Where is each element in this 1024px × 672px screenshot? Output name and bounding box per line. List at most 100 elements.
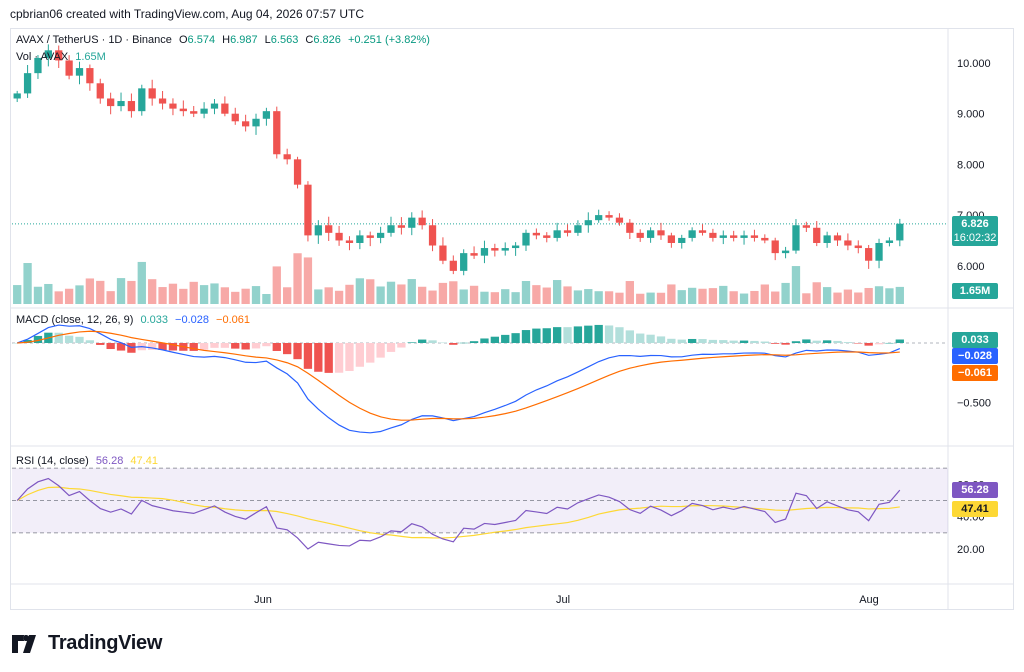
volume-bar bbox=[241, 288, 250, 304]
macd-hist-bar bbox=[418, 339, 427, 343]
tradingview-logo[interactable]: TradingView bbox=[12, 632, 162, 655]
macd-hist-bar bbox=[449, 343, 458, 345]
macd-hist-bar bbox=[345, 343, 354, 372]
candle-body bbox=[418, 217, 426, 226]
candle-body bbox=[595, 215, 603, 221]
candle-body bbox=[563, 230, 572, 233]
macd-hist-bar bbox=[771, 343, 780, 344]
candle-body bbox=[802, 225, 810, 228]
macd-hist-bar bbox=[303, 343, 313, 369]
macd-hist-bar bbox=[636, 333, 645, 343]
macd-hist-bar bbox=[812, 340, 821, 343]
candle-body bbox=[885, 240, 894, 243]
rsi-panel bbox=[12, 467, 948, 550]
volume-bar bbox=[262, 293, 271, 304]
price-tick-label: 10.000 bbox=[957, 58, 991, 70]
candle-body bbox=[293, 159, 302, 185]
volume-bar bbox=[532, 285, 541, 304]
candle-body bbox=[169, 103, 177, 109]
candle-body bbox=[34, 57, 42, 74]
macd-hist-bar bbox=[272, 343, 281, 351]
macd-hist-bar bbox=[158, 343, 167, 351]
macd-hist-bar bbox=[314, 343, 323, 372]
volume-bar bbox=[750, 290, 759, 304]
candle-body bbox=[366, 235, 374, 238]
macd-hist-bar bbox=[376, 343, 385, 358]
volume-bar bbox=[220, 287, 230, 304]
macd-hist-bar bbox=[251, 343, 261, 349]
macd-hist-bar bbox=[231, 343, 240, 349]
candle-body bbox=[761, 237, 769, 241]
chart-frame[interactable] bbox=[10, 28, 1014, 610]
volume-bar bbox=[397, 284, 406, 304]
candle-body bbox=[584, 220, 592, 226]
tradingview-logo-icon bbox=[12, 634, 36, 653]
volume-bar bbox=[283, 287, 292, 304]
volume-bar bbox=[13, 285, 22, 304]
candle-body bbox=[449, 260, 457, 271]
macd-hist-bar bbox=[511, 333, 520, 343]
candle-body bbox=[865, 248, 873, 261]
macd-line bbox=[16, 324, 901, 434]
rsi-tick-label: 20.00 bbox=[957, 544, 985, 556]
symbol-name: AVAX / TetherUS · 1D · Binance bbox=[16, 34, 172, 46]
macd-hist-bar bbox=[386, 343, 396, 352]
candle-body bbox=[615, 217, 624, 223]
candle-body bbox=[376, 232, 385, 238]
macd-hist-bar bbox=[625, 330, 634, 343]
candle-body bbox=[626, 222, 634, 233]
volume-bar bbox=[449, 281, 458, 304]
candle-body bbox=[397, 225, 406, 228]
close-value: 6.826 bbox=[313, 34, 341, 46]
volume-legend[interactable]: Vol · AVAX 1.65M bbox=[16, 51, 106, 63]
rsi-value: 56.28 bbox=[95, 455, 124, 467]
volume-bar bbox=[480, 291, 489, 304]
candle-body bbox=[781, 250, 790, 254]
macd-hist-bar bbox=[85, 340, 95, 343]
macd-hist-bar bbox=[542, 328, 551, 343]
volume-bar bbox=[44, 283, 53, 304]
volume-bar bbox=[231, 291, 240, 304]
rsi-legend[interactable]: RSI (14, close) 56.28 47.41 bbox=[16, 455, 158, 467]
volume-bars bbox=[13, 253, 904, 304]
volume-bar bbox=[199, 285, 209, 304]
volume-bar bbox=[96, 280, 105, 304]
volume-bar bbox=[729, 291, 738, 304]
candle-body bbox=[740, 235, 748, 238]
candle-body bbox=[190, 111, 198, 114]
candle-body bbox=[646, 230, 655, 238]
candles bbox=[13, 44, 904, 276]
volume-bar bbox=[802, 293, 811, 304]
volume-bar bbox=[459, 289, 468, 304]
rsi-ma-value: 47.41 bbox=[130, 455, 158, 467]
macd-legend[interactable]: MACD (close, 12, 26, 9) 0.033 −0.028 −0.… bbox=[16, 314, 250, 326]
macd-hist-bar bbox=[708, 339, 718, 343]
macd-hist-bar bbox=[23, 339, 32, 343]
candle-body bbox=[335, 232, 343, 241]
volume-bar bbox=[833, 292, 842, 304]
macd-line-value: −0.028 bbox=[175, 314, 209, 326]
candle-body bbox=[501, 248, 509, 251]
volume-bar bbox=[895, 286, 904, 304]
volume-bar bbox=[552, 280, 562, 304]
symbol-legend[interactable]: AVAX / TetherUS · 1D · Binance O6.574 H6… bbox=[16, 34, 430, 46]
macd-hist-bar bbox=[843, 342, 853, 343]
volume-bar bbox=[615, 292, 624, 304]
volume-bar bbox=[137, 261, 146, 304]
volume-bar bbox=[366, 279, 375, 304]
candle-body bbox=[138, 88, 146, 112]
volume-bar bbox=[438, 282, 448, 304]
macd-hist-bar bbox=[199, 343, 209, 350]
candle-body bbox=[636, 232, 644, 238]
volume-bar bbox=[594, 291, 603, 304]
macd-hist-bar bbox=[750, 340, 759, 343]
volume-bar bbox=[874, 286, 884, 304]
volume-bar bbox=[251, 286, 261, 304]
macd-hist-bar bbox=[781, 343, 790, 345]
countdown: 16:02:32 bbox=[953, 232, 997, 244]
rsi-line bbox=[16, 477, 901, 550]
candle-body bbox=[428, 225, 437, 246]
macd-hist-bar bbox=[262, 343, 271, 347]
candle-body bbox=[231, 113, 239, 122]
